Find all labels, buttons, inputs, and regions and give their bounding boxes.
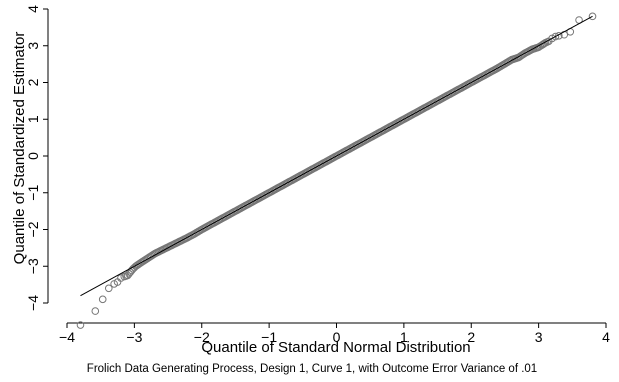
data-point [76, 321, 85, 329]
data-point [104, 284, 113, 293]
y-tick-label: 1 [25, 115, 41, 123]
scatter-points [76, 12, 597, 329]
y-tick-label: −4 [25, 295, 41, 311]
data-point [551, 32, 560, 41]
x-tick-label: −3 [126, 329, 142, 345]
y-tick-label: 2 [25, 78, 41, 86]
y-tick-label: 3 [25, 42, 41, 50]
x-tick-label: −2 [194, 329, 210, 345]
x-tick-label: 3 [535, 329, 543, 345]
y-tick-label: −1 [25, 185, 41, 201]
y-tick-label: 0 [25, 152, 41, 160]
x-tick-label: −4 [59, 329, 75, 345]
x-tick-label: 1 [400, 329, 408, 345]
y-axis-ticks: −4 −3 −2 −1 0 1 2 3 4 [25, 5, 48, 311]
reference-line [80, 15, 593, 297]
x-tick-label: 4 [602, 329, 610, 345]
figure-caption: Frolich Data Generating Process, Design … [87, 363, 537, 375]
plot-area: −4 −3 −2 −1 0 1 2 3 4 −4 −3 −2 −1 0 1 2 3 4 [25, 5, 610, 345]
y-tick-label: −2 [25, 221, 41, 237]
data-point [555, 32, 563, 40]
x-axis-ticks: −4 −3 −2 −1 0 1 2 3 4 [59, 323, 610, 345]
data-point [98, 295, 107, 304]
data-point [117, 274, 125, 282]
y-tick-label: 4 [25, 5, 41, 13]
x-tick-label: 0 [333, 329, 341, 345]
y-axis-title: Quantile of Standardized Estimator [11, 32, 28, 265]
data-point [588, 12, 597, 21]
y-tick-label: −3 [25, 258, 41, 274]
data-point [91, 307, 100, 315]
x-tick-label: 2 [467, 329, 475, 345]
x-axis-title: Quantile of Standard Normal Distribution [201, 339, 470, 356]
x-tick-label: −1 [261, 329, 277, 345]
